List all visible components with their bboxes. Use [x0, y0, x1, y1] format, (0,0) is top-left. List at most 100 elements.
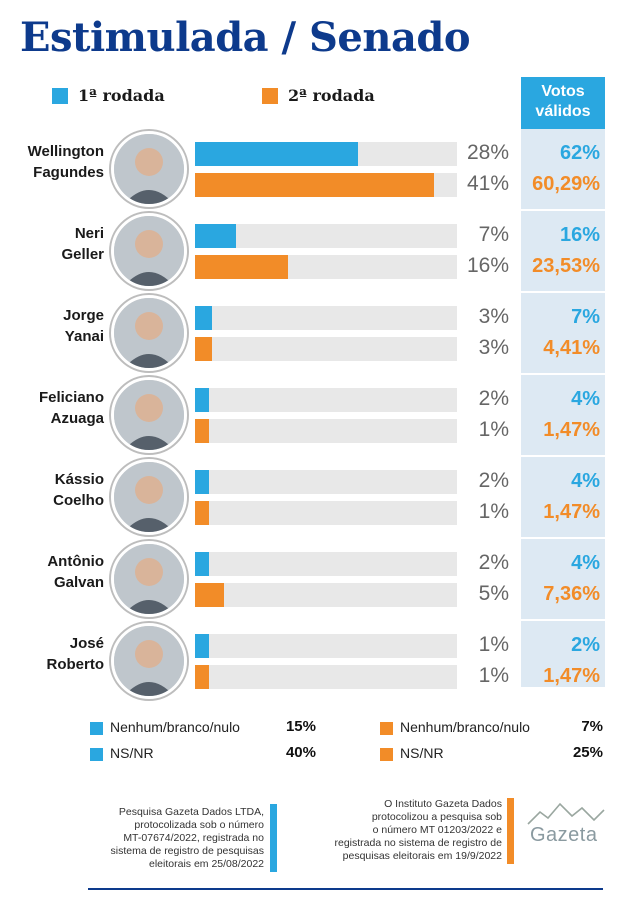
valid-votes-round2: 4,41%	[543, 337, 600, 359]
summary-label-round2-nsnr: NS/NR	[400, 745, 444, 761]
footnote-round2-line: pesquisas eleitorais em 19/9/2022	[342, 850, 502, 862]
legend-label-round1: 1ª rodada	[78, 86, 165, 105]
footnote-round2-line: registrada no sistema de registro de	[334, 837, 502, 849]
bar-track-round2	[195, 337, 457, 361]
row-divider	[521, 291, 605, 293]
footnote-round1-line: sistema de registro de pesquisas	[110, 845, 265, 857]
summary-label-round1-nsnr: NS/NR	[110, 745, 154, 761]
bar-round1	[195, 142, 359, 166]
bar-track-round1	[195, 224, 457, 248]
legend-swatch-round2	[262, 88, 278, 104]
candidate-name: Neri Geller	[0, 223, 104, 265]
person-icon	[114, 134, 184, 204]
bar-round1	[195, 388, 209, 412]
candidate-last-name: Yanai	[64, 328, 104, 345]
valid-votes-round1: 62%	[559, 142, 600, 164]
bar-round2	[195, 173, 434, 197]
valid-votes-round1: 4%	[571, 388, 600, 410]
valid-votes-round2: 1,47%	[543, 665, 600, 687]
logo-text: Gazeta	[530, 824, 598, 846]
row-divider	[521, 373, 605, 375]
bar-round1	[195, 552, 209, 576]
bar-round2	[195, 583, 225, 607]
legend-label-round2: 2ª rodada	[288, 86, 375, 105]
summary-value-round2-null: 7%	[581, 718, 603, 735]
valid-votes-round1: 2%	[571, 634, 600, 656]
footnote-round2-line: O Instituto Gazeta Dados	[384, 798, 502, 810]
valid-votes-round1: 4%	[571, 470, 600, 492]
bar-round2	[195, 665, 209, 689]
bar-track-round1	[195, 552, 457, 576]
valid-votes-round1: 7%	[571, 306, 600, 328]
footnote-round1-line: Pesquisa Gazeta Dados LTDA,	[118, 806, 264, 818]
candidate-photo	[111, 131, 187, 207]
bar-track-round1	[195, 388, 457, 412]
bar-track-round2	[195, 419, 457, 443]
candidate-last-name: Roberto	[46, 656, 105, 673]
bar-value-round1: 3%	[478, 305, 509, 328]
person-icon	[114, 462, 184, 532]
summary-swatch-round2-null	[380, 722, 393, 735]
candidate-first-name: Wellington	[27, 143, 104, 160]
bar-round2	[195, 419, 209, 443]
valid-votes-round2: 1,47%	[543, 419, 600, 441]
row-divider	[521, 209, 605, 211]
footnote-round1-accent	[270, 804, 277, 872]
valid-votes-column	[521, 77, 605, 687]
footnote-round1-line: eleitorais em 25/08/2022	[149, 858, 264, 870]
legend-swatch-round1	[52, 88, 68, 104]
bar-round1	[195, 634, 209, 658]
bar-value-round2: 5%	[478, 582, 509, 605]
candidate-first-name: Feliciano	[38, 389, 104, 406]
bar-track-round2	[195, 501, 457, 525]
footnote-round2: O Instituto Gazeta Dados protocolizou a …	[300, 798, 502, 863]
candidate-first-name: Kássio	[54, 471, 104, 488]
page-title: Estimulada / Senado	[20, 14, 471, 61]
bar-track-round2	[195, 665, 457, 689]
candidate-name: Antônio Galvan	[0, 551, 104, 593]
candidate-photo	[111, 295, 187, 371]
bar-value-round1: 1%	[478, 633, 509, 656]
valid-votes-round2: 60,29%	[532, 173, 600, 195]
valid-votes-round2: 7,36%	[543, 583, 600, 605]
summary-label-round1-null: Nenhum/branco/nulo	[110, 719, 240, 735]
bar-value-round2: 1%	[478, 664, 509, 687]
candidate-last-name: Coelho	[53, 492, 104, 509]
summary-value-round1-nsnr: 40%	[285, 744, 316, 761]
candidate-first-name: Antônio	[47, 553, 104, 570]
candidate-first-name: Jorge	[63, 307, 104, 324]
person-icon	[114, 216, 184, 286]
valid-votes-round2: 23,53%	[532, 255, 600, 277]
candidate-photo	[111, 623, 187, 699]
bar-track-round1	[195, 470, 457, 494]
summary-swatch-round1-nsnr	[90, 748, 103, 761]
bar-value-round2: 16%	[466, 254, 509, 277]
person-icon	[114, 380, 184, 450]
person-icon	[114, 626, 184, 696]
bar-value-round1: 2%	[478, 469, 509, 492]
row-divider	[521, 619, 605, 621]
candidate-name: José Roberto	[0, 633, 105, 675]
row-divider	[521, 537, 605, 539]
valid-votes-round1: 4%	[571, 552, 600, 574]
summary-label-round2-null: Nenhum/branco/nulo	[400, 719, 530, 735]
footnote-round1-line: protocolizada sob o número	[134, 819, 264, 831]
candidate-last-name: Azuaga	[50, 410, 104, 427]
bar-round1	[195, 306, 213, 330]
bar-value-round2: 1%	[478, 500, 509, 523]
bar-round2	[195, 255, 289, 279]
person-icon	[114, 544, 184, 614]
valid-votes-round2: 1,47%	[543, 501, 600, 523]
summary-value-round1-null: 15%	[285, 718, 316, 735]
candidate-name: Kássio Coelho	[0, 469, 104, 511]
footnote-round1-line: MT-07674/2022, registrada no	[123, 832, 264, 844]
bar-round1	[195, 470, 209, 494]
candidate-photo	[111, 459, 187, 535]
candidate-last-name: Geller	[61, 246, 104, 263]
bar-value-round1: 2%	[478, 551, 509, 574]
candidate-name: Feliciano Azuaga	[0, 387, 104, 429]
candidate-last-name: Galvan	[53, 574, 104, 591]
valid-votes-round1: 16%	[559, 224, 600, 246]
footnote-round1: Pesquisa Gazeta Dados LTDA, protocolizad…	[86, 806, 265, 871]
candidate-photo	[111, 213, 187, 289]
